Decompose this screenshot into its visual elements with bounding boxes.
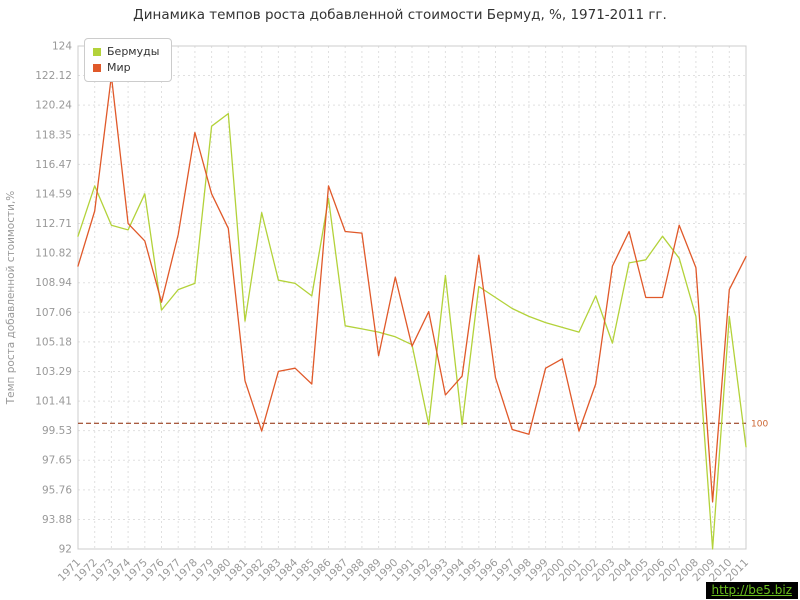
y-tick-label: 112.71 [35, 218, 72, 230]
y-tick-label: 116.47 [35, 159, 72, 171]
y-tick-label: 120.24 [35, 100, 72, 112]
chart-title: Динамика темпов роста добавленной стоимо… [133, 7, 667, 23]
legend: Бермуды Мир [84, 38, 173, 82]
reference-line-label: 100 [751, 419, 768, 429]
y-tick-label: 103.29 [35, 366, 72, 378]
legend-swatch [93, 48, 101, 56]
legend-label: Бермуды [107, 45, 160, 58]
y-axis-title: Темп роста добавленной стоимости,% [5, 191, 17, 406]
legend-item: Бермуды [93, 44, 159, 60]
y-tick-label: 122.12 [35, 70, 72, 82]
y-tick-label: 124 [52, 41, 72, 53]
series-line-1 [77, 75, 747, 503]
y-tick-label: 95.76 [42, 484, 72, 496]
y-tick-label: 114.59 [35, 188, 72, 200]
legend-label: Мир [107, 61, 131, 74]
y-tick-label: 99.53 [42, 425, 72, 437]
legend-swatch [93, 64, 101, 72]
legend-item: Мир [93, 60, 159, 76]
y-tick-label: 107.06 [35, 307, 72, 319]
legend-list: Бермуды Мир [93, 44, 159, 76]
y-tick-label: 97.65 [42, 455, 72, 467]
y-tick-label: 108.94 [35, 277, 72, 289]
y-tick-label: 101.41 [35, 396, 72, 408]
y-tick-label: 110.82 [35, 248, 72, 260]
y-tick-label: 118.35 [35, 129, 72, 141]
y-tick-label: 93.88 [42, 514, 72, 526]
y-tick-label: 92 [59, 544, 72, 556]
watermark-link[interactable]: http://be5.biz [705, 582, 798, 599]
plot-border [77, 45, 747, 550]
y-tick-label: 105.18 [35, 336, 72, 348]
